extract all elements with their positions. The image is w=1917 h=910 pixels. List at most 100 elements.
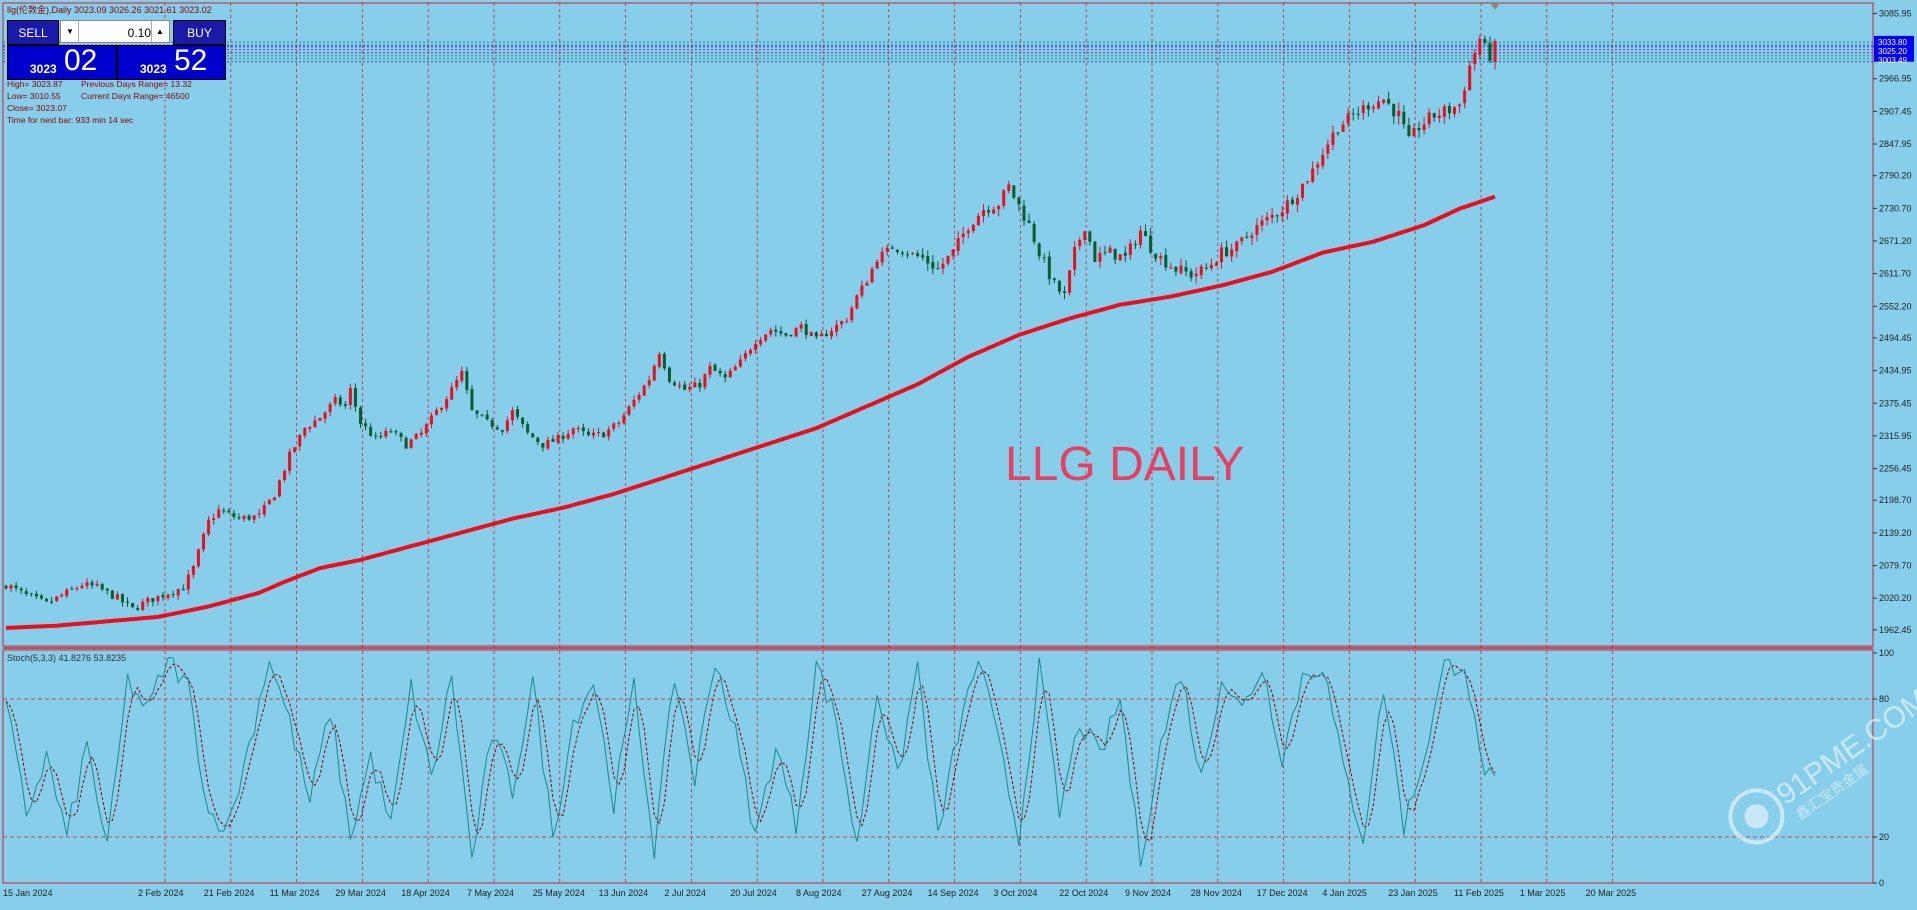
candle-body [242, 516, 246, 520]
stoch-signal-line [5, 663, 1496, 842]
candle-body [1463, 90, 1467, 104]
candle-body [561, 435, 565, 440]
candle-body [445, 399, 449, 409]
candle-body [1007, 184, 1011, 191]
candle-body [754, 343, 758, 350]
candle-body [1341, 124, 1345, 132]
candle-body [951, 249, 955, 256]
lot-size-stepper[interactable]: ▼ ▲ [60, 20, 170, 43]
moving-average-line [5, 194, 1496, 630]
x-tick-label: 23 Jan 2025 [1388, 888, 1438, 898]
candle-body [1194, 273, 1198, 277]
candle-body [966, 230, 970, 233]
x-tick-label: 28 Nov 2024 [1191, 888, 1242, 898]
candle-body [318, 417, 322, 421]
candle-body [227, 510, 231, 513]
candle-body [313, 420, 317, 428]
candle-body [987, 210, 991, 213]
lot-size-input[interactable] [81, 23, 153, 42]
candle-body [9, 585, 13, 589]
candle-body [1108, 247, 1112, 253]
candle-body [29, 593, 33, 595]
candle-body [166, 594, 170, 598]
candle-body [1225, 247, 1229, 257]
candle-body [1047, 256, 1051, 280]
chevron-up-icon[interactable]: ▲ [151, 21, 168, 42]
candle-body [693, 382, 697, 388]
candle-body [784, 333, 788, 336]
candle-body [151, 598, 155, 602]
candle-body [723, 374, 727, 378]
candle-body [602, 432, 606, 438]
candle-body [505, 420, 509, 432]
candle-body [536, 437, 540, 443]
candle-body [364, 423, 368, 427]
candle-body [293, 447, 297, 452]
candle-body [1295, 198, 1299, 205]
stoch-indicator-label: Stoch(5,3,3) 41.8276 53.8235 [7, 653, 127, 663]
candle-body [1154, 253, 1158, 259]
stoch-y-tick-label: 100 [1879, 648, 1894, 658]
candle-body [379, 435, 383, 437]
y-tick-label: 2315.95 [1879, 431, 1912, 441]
candle-body [1240, 237, 1244, 242]
candle-body [794, 328, 798, 337]
candle-body [1113, 248, 1117, 260]
candle-body [1149, 235, 1153, 253]
y-tick-label: 2079.70 [1879, 561, 1912, 571]
candle-body [1371, 106, 1375, 109]
candle-body [24, 591, 28, 594]
candle-body [819, 334, 823, 337]
watermark-dot [1744, 804, 1769, 829]
x-tick-label: 11 Feb 2025 [1454, 888, 1504, 898]
candle-body [1377, 101, 1381, 109]
candle-body [556, 435, 560, 443]
candle-body [19, 588, 23, 591]
candle-body [997, 205, 1001, 210]
y-tick-label: 2256.45 [1879, 464, 1912, 474]
candle-body [404, 437, 408, 449]
candle-body [115, 594, 119, 600]
info-prev-range: Previous Days Range= 13.32 [81, 79, 192, 89]
candle-body [738, 359, 742, 367]
candle-body [652, 365, 656, 381]
sell-price-pips: 02 [64, 45, 98, 77]
price-tag-label: 3003.49 [1878, 56, 1907, 65]
candle-body [906, 254, 910, 256]
candle-body [617, 423, 621, 425]
chevron-down-icon[interactable]: ▼ [62, 21, 79, 42]
candle-body [1209, 264, 1213, 269]
candle-body [769, 329, 773, 335]
stoch-pane-frame [2, 649, 1874, 884]
candle-body [1174, 266, 1178, 272]
x-tick-label: 22 Oct 2024 [1059, 888, 1108, 898]
chart-annotation: LLG DAILY [1005, 438, 1244, 491]
candle-body [1397, 110, 1401, 117]
sell-button[interactable]: SELL [7, 20, 59, 45]
candle-body [409, 439, 413, 448]
y-tick-label: 2790.20 [1879, 171, 1912, 181]
candle-body [1199, 266, 1203, 276]
candle-body [931, 262, 935, 269]
candle-body [50, 601, 54, 603]
sell-price-display[interactable]: 3023 02 [7, 45, 117, 80]
candle-body [698, 382, 702, 388]
candle-body [1027, 220, 1031, 223]
candle-body [1138, 230, 1142, 245]
buy-button[interactable]: BUY [173, 20, 226, 45]
stoch-y-tick-label: 80 [1879, 694, 1889, 704]
candle-body [100, 584, 104, 590]
candle-body [1098, 252, 1102, 262]
candle-body [971, 224, 975, 231]
x-tick-label: 18 Apr 2024 [401, 888, 450, 898]
candle-body [1316, 164, 1320, 168]
candle-body [1204, 267, 1208, 269]
candle-body [460, 370, 464, 381]
candle-body [384, 430, 388, 437]
candle-body [419, 432, 423, 435]
candle-body [855, 295, 859, 309]
buy-price-display[interactable]: 3023 52 [117, 45, 226, 80]
candle-body [1012, 185, 1016, 198]
